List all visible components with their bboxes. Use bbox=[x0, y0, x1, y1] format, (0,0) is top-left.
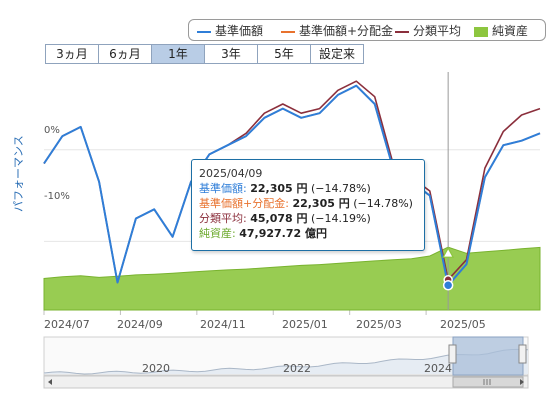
tooltip: 2025/04/09 基準価額: 22,305 円 (−14.78%) 基準価額… bbox=[191, 159, 425, 251]
lines-layer bbox=[43, 80, 541, 287]
tooltip-pct: (−14.78%) bbox=[353, 197, 413, 210]
range-button-5y[interactable]: 5年 bbox=[257, 44, 311, 64]
x-tick-label: 2025/03 bbox=[356, 318, 402, 331]
crosshair bbox=[442, 72, 455, 310]
nav-marker bbox=[442, 280, 454, 291]
tooltip-pct: (−14.19%) bbox=[311, 212, 371, 225]
navigator-line bbox=[43, 348, 529, 375]
tooltip-value: 22,305 円 bbox=[292, 197, 350, 210]
tooltip-row-nav: 基準価額: 22,305 円 (−14.78%) bbox=[199, 181, 424, 196]
x-tick-label: 2024/07 bbox=[44, 318, 90, 331]
net-assets-marker bbox=[442, 246, 455, 258]
x-tick-label: 2024/09 bbox=[117, 318, 163, 331]
tooltip-date: 2025/04/09 bbox=[199, 167, 263, 180]
tooltip-label: 基準価額: bbox=[199, 182, 247, 195]
scrollbar-left-arrow-icon bbox=[48, 379, 52, 385]
navigator-label: 2024 bbox=[424, 362, 452, 375]
navigator-label: 2020 bbox=[142, 362, 170, 375]
x-tick-label: 2024/11 bbox=[200, 318, 246, 331]
y-tick-label: 0% bbox=[44, 125, 60, 136]
range-button-6m[interactable]: 6ヵ月 bbox=[98, 44, 152, 64]
range-button-1y[interactable]: 1年 bbox=[151, 44, 205, 64]
tooltip-pct: (−14.78%) bbox=[311, 182, 371, 195]
legend-label: 純資産 bbox=[492, 24, 529, 38]
tooltip-row-net-assets: 純資産: 47,927.72 億円 bbox=[199, 226, 424, 241]
tooltip-label: 基準価額+分配金: bbox=[199, 197, 289, 210]
tooltip-value: 45,078 円 bbox=[250, 212, 308, 225]
legend-line-nav-dist bbox=[281, 30, 295, 33]
range-button-3m[interactable]: 3ヵ月 bbox=[45, 44, 99, 64]
legend-line-category-avg bbox=[395, 30, 409, 33]
scrollbar-track bbox=[43, 375, 529, 389]
legend-item-category-avg[interactable]: 分類平均 bbox=[395, 22, 461, 39]
navigator[interactable] bbox=[43, 336, 529, 389]
legend-line-nav bbox=[197, 30, 211, 33]
net-assets-area bbox=[43, 246, 541, 311]
tooltip-row-category-avg: 分類平均: 45,078 円 (−14.19%) bbox=[199, 211, 424, 226]
scrollbar-right-arrow-icon bbox=[520, 379, 524, 385]
nav-line bbox=[43, 84, 541, 287]
x-tick-label: 2025/05 bbox=[440, 318, 486, 331]
legend-label: 分類平均 bbox=[413, 24, 462, 38]
legend-item-nav-dist[interactable]: 基準価額+分配金 bbox=[281, 22, 393, 39]
navigator-selected-range bbox=[452, 336, 524, 376]
scrollbar-thumb bbox=[452, 376, 524, 388]
navigator-right-handle bbox=[518, 344, 527, 364]
range-button-3y[interactable]: 3年 bbox=[204, 44, 258, 64]
x-tick-label: 2025/01 bbox=[282, 318, 328, 331]
range-button-since-inception[interactable]: 設定来 bbox=[310, 44, 364, 64]
legend-item-net-assets[interactable]: 純資産 bbox=[474, 22, 528, 39]
tooltip-label: 分類平均: bbox=[199, 212, 247, 225]
legend-label: 基準価額 bbox=[215, 24, 264, 38]
navigator-area bbox=[44, 349, 528, 374]
range-selector: 3ヵ月 6ヵ月 1年 3年 5年 設定来 bbox=[45, 44, 364, 64]
y-tick-label: -10% bbox=[44, 191, 70, 202]
y-axis-title: パフォーマンス bbox=[12, 135, 25, 212]
legend-label: 基準価額+分配金 bbox=[299, 24, 394, 38]
tooltip-value: 47,927.72 億円 bbox=[239, 227, 327, 240]
legend-item-nav[interactable]: 基準価額 bbox=[197, 22, 263, 39]
legend: 基準価額 基準価額+分配金 分類平均 純資産 bbox=[188, 19, 546, 41]
tooltip-value: 22,305 円 bbox=[250, 182, 308, 195]
navigator-label: 2022 bbox=[283, 362, 311, 375]
navigator-left-handle bbox=[448, 344, 457, 364]
tooltip-label: 純資産: bbox=[199, 227, 236, 240]
legend-box-net-assets bbox=[474, 26, 488, 37]
tooltip-row-nav-dist: 基準価額+分配金: 22,305 円 (−14.78%) bbox=[199, 196, 424, 211]
net-assets-area-layer bbox=[43, 246, 541, 311]
